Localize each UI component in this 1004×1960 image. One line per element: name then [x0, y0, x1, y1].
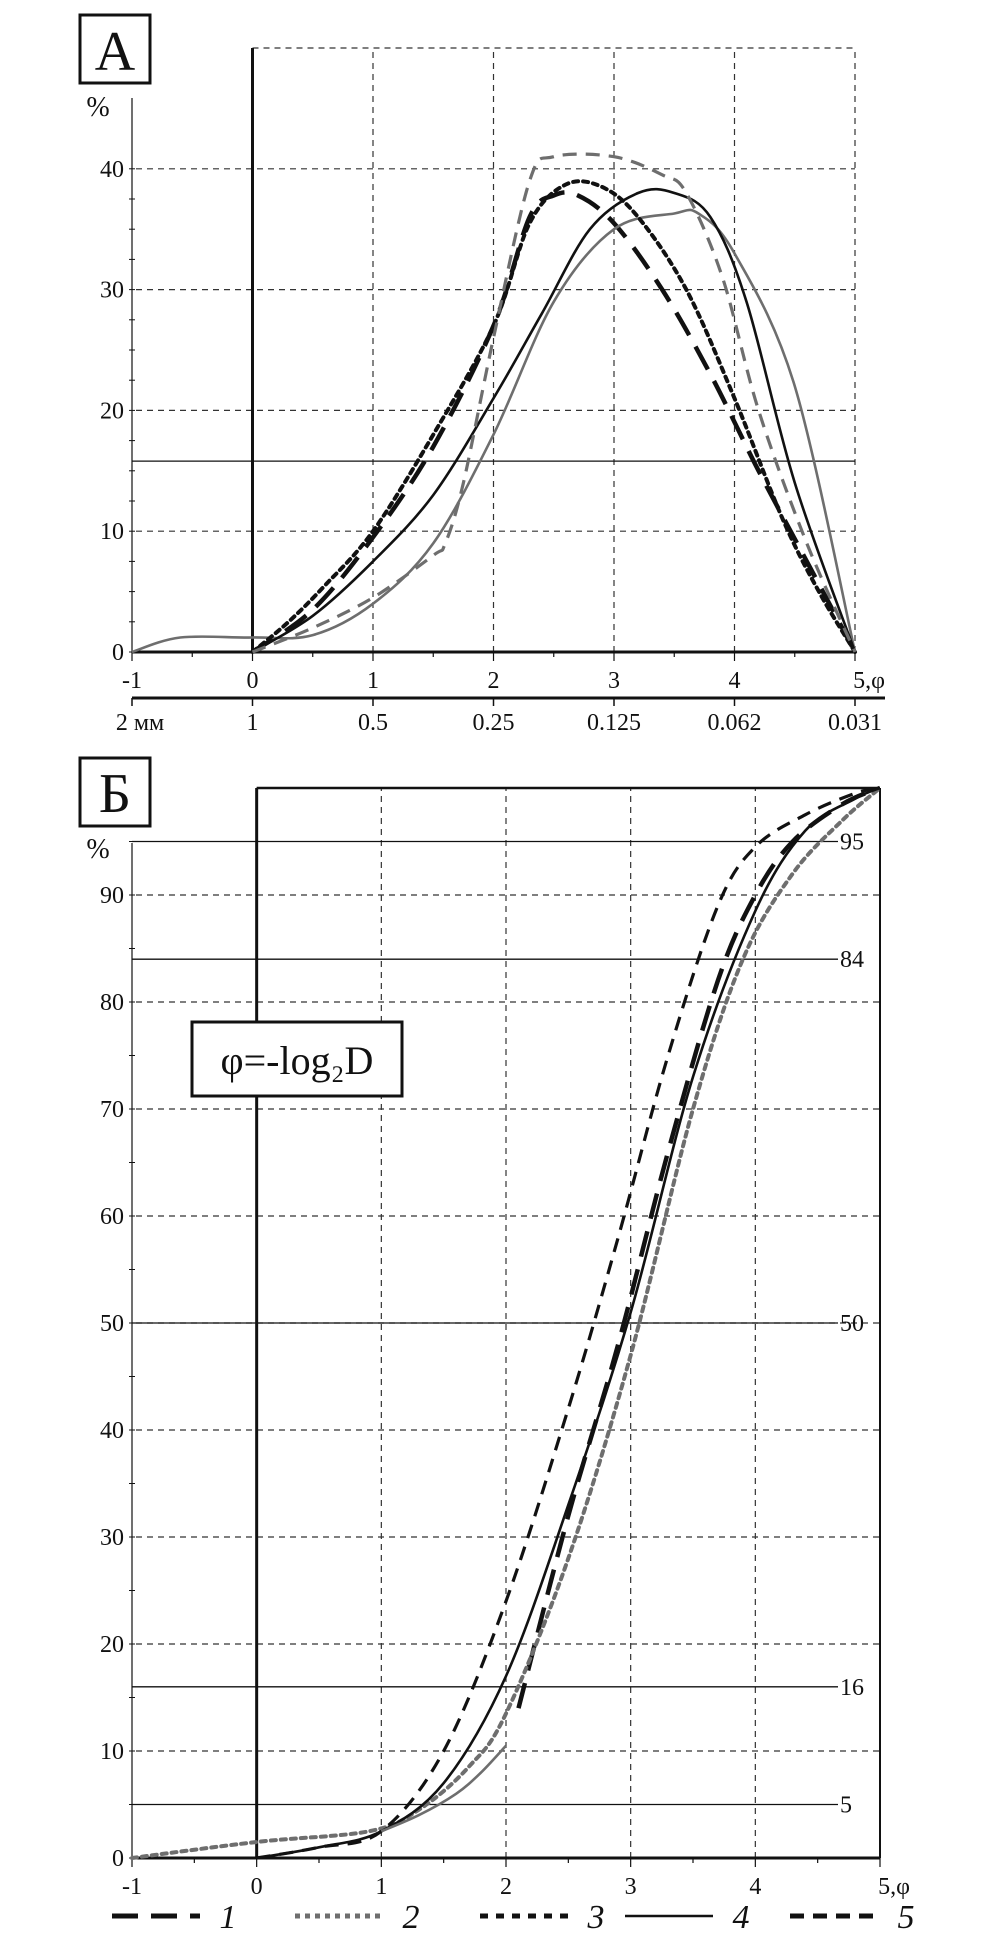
legend-label-5: 5	[898, 1899, 915, 1936]
panel-a-axes	[129, 48, 856, 661]
series-1-line	[251, 190, 857, 654]
series-2-line	[131, 208, 857, 654]
legend-label-2: 2	[403, 1899, 420, 1936]
panel-a-x-ticks: -1 0 1 2 3 4 5,φ	[122, 668, 885, 694]
y-tick-label: 10	[100, 519, 124, 545]
y-tick-label: 50	[100, 1311, 124, 1337]
y-tick-label: 30	[100, 1525, 124, 1551]
series-4-line	[256, 786, 881, 1860]
x-tick-label: 2	[500, 1874, 512, 1900]
x-tick-label: 2	[488, 668, 500, 694]
x-tick-label: -1	[122, 1874, 142, 1900]
x-tick-label: 0	[251, 1874, 263, 1900]
legend-label-1: 1	[220, 1899, 237, 1936]
panel-b-label: Б	[99, 763, 131, 825]
x-tick-label: 1	[375, 1874, 387, 1900]
panel-b-ylabel: %	[86, 834, 109, 865]
percentile-label: 50	[840, 1311, 864, 1337]
panel-b-y-ticks: 0 10 20 30 40 50 60 70 80 90	[100, 883, 124, 1872]
mm-scale-label: 0.125	[587, 710, 641, 736]
series-1-line	[516, 785, 881, 1709]
mm-scale-label: 0.062	[708, 710, 762, 736]
panel-b-grid	[136, 787, 881, 1858]
y-tick-label: 80	[100, 990, 124, 1016]
y-tick-label: 20	[100, 398, 124, 424]
y-tick-label: 40	[100, 1418, 124, 1444]
mm-scale-label: 2 мм	[116, 710, 164, 736]
percentile-label: 16	[840, 1675, 864, 1701]
y-tick-label: 30	[100, 278, 124, 304]
x-tick-label: 3	[608, 668, 620, 694]
y-tick-label: 70	[100, 1097, 124, 1123]
panel-a-y-ticks: 0 10 20 30 40	[100, 157, 124, 666]
mm-scale-label: 1	[247, 710, 259, 736]
y-tick-label: 10	[100, 1739, 124, 1765]
panel-b-percentile-lines: 95 84 50 16 5	[132, 830, 864, 1819]
panel-a-label-box	[78, 13, 152, 85]
y-tick-label: 90	[100, 883, 124, 909]
mm-scale-label: 0.031	[828, 710, 882, 736]
y-tick-label: 0	[112, 1846, 124, 1872]
mm-scale-label: 0.25	[473, 710, 515, 736]
x-tick-label: 5,φ	[878, 1874, 910, 1900]
legend-label-3: 3	[587, 1899, 605, 1936]
mm-scale-label: 0.5	[358, 710, 388, 736]
x-tick-label: 0	[247, 668, 259, 694]
series-2-line	[130, 786, 882, 1860]
panel-b-x-ticks: -1 0 1 2 3 4 5,φ	[122, 1874, 910, 1900]
panel-b-axes	[129, 786, 881, 1867]
panel-a-mm-scale: 2 мм 1 0.5 0.25 0.125 0.062 0.031	[116, 696, 885, 736]
formula-text: φ=-log₂D	[221, 1038, 374, 1083]
panel-b-label-box	[78, 756, 152, 828]
series-3-line	[250, 179, 857, 654]
x-tick-label: 4	[729, 668, 741, 694]
y-tick-label: 60	[100, 1204, 124, 1230]
legend: 1 2 3 4 5	[112, 1899, 915, 1936]
x-tick-label: 1	[367, 668, 379, 694]
percentile-label: 5	[840, 1793, 852, 1819]
series-5-line	[380, 1744, 507, 1833]
formula-box	[190, 1020, 404, 1098]
percentile-label: 95	[840, 830, 864, 856]
legend-label-4: 4	[733, 1899, 750, 1936]
x-tick-label: 5,φ	[853, 668, 885, 694]
x-tick-label: -1	[122, 668, 142, 694]
series-3-line	[256, 786, 881, 1860]
percentile-label: 84	[840, 947, 864, 973]
panel-b-series	[130, 785, 882, 1860]
panel-a-grid	[136, 47, 856, 652]
panel-a-series	[131, 152, 857, 654]
y-tick-label: 20	[100, 1632, 124, 1658]
y-tick-label: 40	[100, 157, 124, 183]
x-tick-label: 4	[749, 1874, 761, 1900]
y-tick-label: 0	[112, 640, 124, 666]
x-tick-label: 3	[625, 1874, 637, 1900]
series-5-line	[251, 152, 857, 654]
panel-a-ylabel: %	[86, 92, 109, 123]
panel-a-label: А	[95, 21, 136, 83]
series-4-line	[251, 187, 857, 654]
